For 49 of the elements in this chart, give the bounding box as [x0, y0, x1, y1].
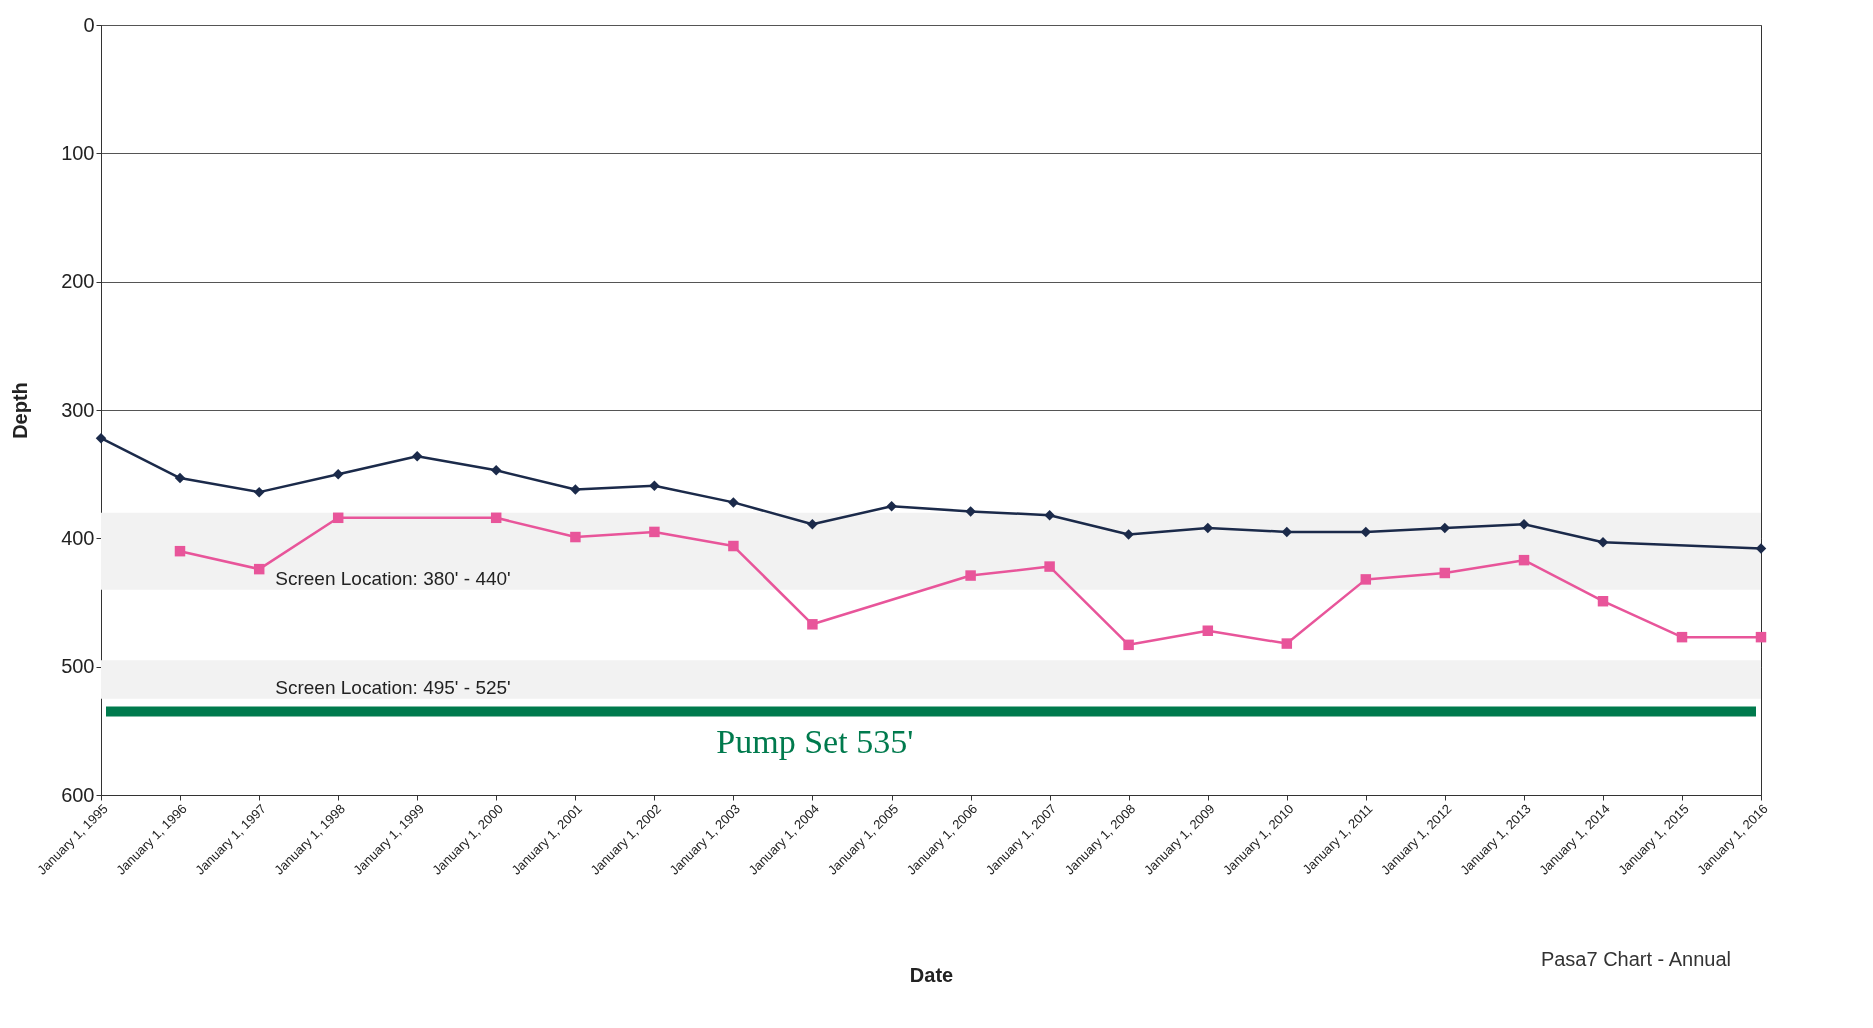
point: [807, 619, 818, 630]
point: [886, 501, 897, 512]
point: [807, 518, 818, 530]
text: Pasa7 Chart - Annual: [1540, 948, 1731, 970]
y-tick-label: 600: [61, 783, 95, 806]
y-tick-label: 300: [61, 398, 95, 421]
point: [1044, 509, 1055, 521]
point: [965, 570, 976, 581]
point: [1597, 536, 1609, 548]
point: [1518, 518, 1530, 530]
y-tick-label: 100: [61, 141, 95, 164]
point: [649, 480, 660, 491]
x-axis-title: Date: [909, 963, 954, 986]
band-label: Screen Location: 495' - 525': [275, 676, 511, 698]
point: [174, 545, 186, 557]
point: [570, 484, 581, 495]
point: [1281, 638, 1293, 649]
point: [1123, 529, 1134, 540]
point: [1044, 561, 1055, 572]
point: [490, 512, 502, 524]
point: [490, 465, 502, 476]
point: [1202, 625, 1214, 636]
point: [1439, 567, 1451, 579]
ref-line-label: Pump Set 535': [716, 722, 914, 760]
point: [253, 486, 265, 498]
y-tick-label: 400: [61, 526, 95, 549]
y-axis-title: Depth: [9, 382, 32, 439]
point: [332, 512, 344, 524]
point: [253, 563, 265, 575]
point: [649, 526, 660, 538]
point: [728, 540, 739, 552]
point: [95, 432, 107, 444]
point: [1676, 631, 1688, 643]
point: [965, 506, 976, 517]
band-label: Screen Location: 380' - 440': [275, 567, 511, 589]
point: [332, 468, 344, 480]
point: [570, 531, 581, 543]
point: [174, 472, 186, 484]
y-tick-label: 0: [83, 13, 95, 36]
point: [1360, 574, 1372, 585]
point: [1597, 595, 1609, 607]
point: [411, 450, 423, 462]
point: [728, 497, 739, 508]
point: [1123, 639, 1134, 651]
y-tick-label: 200: [61, 270, 95, 293]
y-tick-label: 500: [61, 655, 95, 678]
point: [1518, 554, 1530, 566]
point: [1755, 631, 1767, 643]
point: [1755, 543, 1767, 554]
